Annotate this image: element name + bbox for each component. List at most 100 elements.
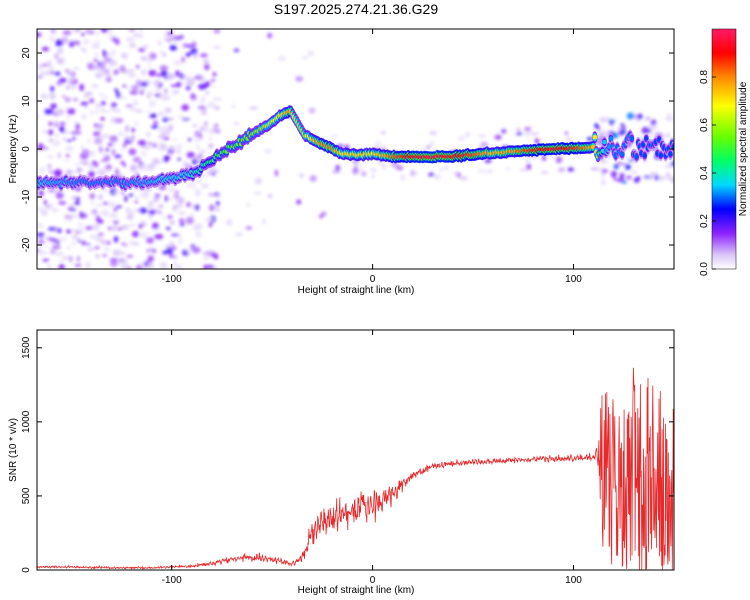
- spectrogram-cell: [49, 66, 54, 71]
- spectrogram-cell: [201, 95, 205, 103]
- spectrogram-cell: [84, 105, 88, 109]
- spectrogram-cell: [46, 155, 55, 159]
- spectrogram-cell: [65, 85, 70, 90]
- spectrogram-cell: [147, 261, 154, 269]
- spectrogram-cell: [601, 130, 610, 138]
- spectrogram-cell: [400, 174, 406, 182]
- spectrogram-cell: [478, 168, 483, 174]
- spectrogram-cell: [586, 137, 594, 141]
- spectrogram-cell: [245, 226, 253, 230]
- spectrogram-cell: [128, 148, 137, 156]
- spectrogram-cell: [142, 86, 147, 90]
- spectrogram-cell: [69, 204, 74, 209]
- spectrogram-cell: [152, 158, 160, 165]
- spectrogram-cell: [361, 171, 367, 177]
- spectrogram-cell: [110, 260, 118, 267]
- spectrogram-cell: [190, 152, 195, 156]
- spectrogram-cell: [178, 237, 183, 245]
- spectrogram-cell: [55, 108, 65, 116]
- spectrogram-cell: [621, 163, 627, 166]
- snr-ylabel: SNR (10 * v/v): [8, 418, 19, 482]
- spectrogram-cell: [208, 136, 213, 141]
- spectrogram-cell: [46, 60, 52, 68]
- spectrogram-cell: [630, 170, 638, 174]
- spectrogram-cell: [41, 46, 50, 52]
- spectrogram-cell: [151, 222, 159, 230]
- spectrogram-cell: [332, 169, 341, 174]
- spectrogram-cell: [70, 229, 80, 232]
- spectrogram-cell: [47, 163, 52, 170]
- spectrogram-ridge-core: [629, 136, 634, 141]
- spectrogram-cell: [176, 144, 183, 149]
- spectrogram-cell: [115, 168, 119, 176]
- snr-panel: -100 0 100 0 500 1000 1500 Height of straight…: [8, 329, 675, 596]
- spectrogram-cell: [233, 48, 240, 53]
- spectrogram-cell: [321, 211, 327, 217]
- spectrogram-cell: [117, 131, 124, 136]
- spectrogram-cell: [649, 172, 658, 175]
- snr-xlabel: Height of straight line (km): [298, 585, 415, 596]
- colorbar-tick-label: 0.0: [699, 262, 710, 276]
- spectrogram-cell: [71, 71, 76, 78]
- spectrogram-cell: [380, 130, 387, 135]
- spectrogram-cell: [163, 88, 168, 94]
- spectrogram-cell: [122, 84, 127, 88]
- spectrogram-cell: [195, 231, 203, 238]
- spectrogram-cell: [147, 255, 155, 262]
- spectrogram-cell: [115, 38, 120, 46]
- spectrogram-cell: [375, 141, 382, 146]
- spectrogram-cell: [177, 115, 186, 118]
- spectrogram-cell: [665, 132, 671, 138]
- spectrogram-cell: [143, 153, 148, 156]
- spectrogram-cell: [191, 184, 196, 189]
- spectrogram-cell: [198, 100, 204, 104]
- spectrogram-cell: [58, 237, 68, 242]
- spectrogram-cell: [524, 130, 531, 138]
- spectrogram-cell: [37, 223, 44, 228]
- spectrogram-cell: [154, 194, 161, 197]
- spectrogram-cell: [170, 84, 178, 88]
- spectrogram-cell: [113, 108, 122, 113]
- spectrogram-cell: [154, 233, 164, 240]
- spectrogram-cell: [38, 62, 42, 69]
- spectrogram-cell: [138, 48, 146, 52]
- spectrogram-cell: [307, 50, 315, 57]
- spectrogram-cell: [204, 63, 210, 71]
- spectrogram-cell: [166, 73, 176, 80]
- spectrogram-cell: [43, 199, 48, 205]
- spectrogram-cell: [210, 78, 216, 83]
- spectrogram-cell: [163, 115, 167, 119]
- spectrogram-x-tick-label: 100: [565, 274, 582, 285]
- spectrogram-cell: [644, 116, 652, 121]
- spectrogram-cell: [194, 223, 201, 230]
- spectrogram-cell: [601, 169, 609, 173]
- spectrogram-cell: [202, 126, 209, 133]
- spectrogram-cell: [369, 168, 376, 172]
- spectrogram-cell: [98, 168, 105, 175]
- spectrogram-cell: [120, 242, 126, 246]
- snr-series-line: [37, 367, 674, 570]
- spectrogram-cell: [38, 167, 46, 170]
- spectrogram-cell: [159, 65, 169, 71]
- spectrogram-cell: [77, 171, 81, 175]
- spectrogram-cell: [429, 130, 438, 136]
- spectrogram-cell: [89, 98, 95, 104]
- spectrogram-cell: [296, 199, 302, 205]
- spectrogram-cell: [308, 107, 316, 114]
- spectrogram-cell: [65, 145, 74, 152]
- spectrogram-cell: [106, 52, 111, 59]
- spectrogram-cell: [109, 258, 119, 261]
- colorbar-tick-label: 0.2: [699, 214, 710, 228]
- spectrogram-cell: [207, 169, 213, 173]
- spectrogram-cell: [111, 225, 118, 232]
- spectrogram-cell: [190, 246, 196, 250]
- spectrogram-cell: [54, 53, 58, 60]
- spectrogram-cell: [129, 43, 136, 48]
- spectrogram-cell: [61, 36, 68, 44]
- spectrogram-cell: [649, 124, 658, 132]
- spectrogram-cell: [624, 156, 631, 160]
- spectrogram-cell: [103, 247, 110, 252]
- spectrogram-cell: [53, 121, 59, 128]
- spectrogram-cell: [443, 166, 450, 170]
- spectrogram-cell: [199, 132, 203, 140]
